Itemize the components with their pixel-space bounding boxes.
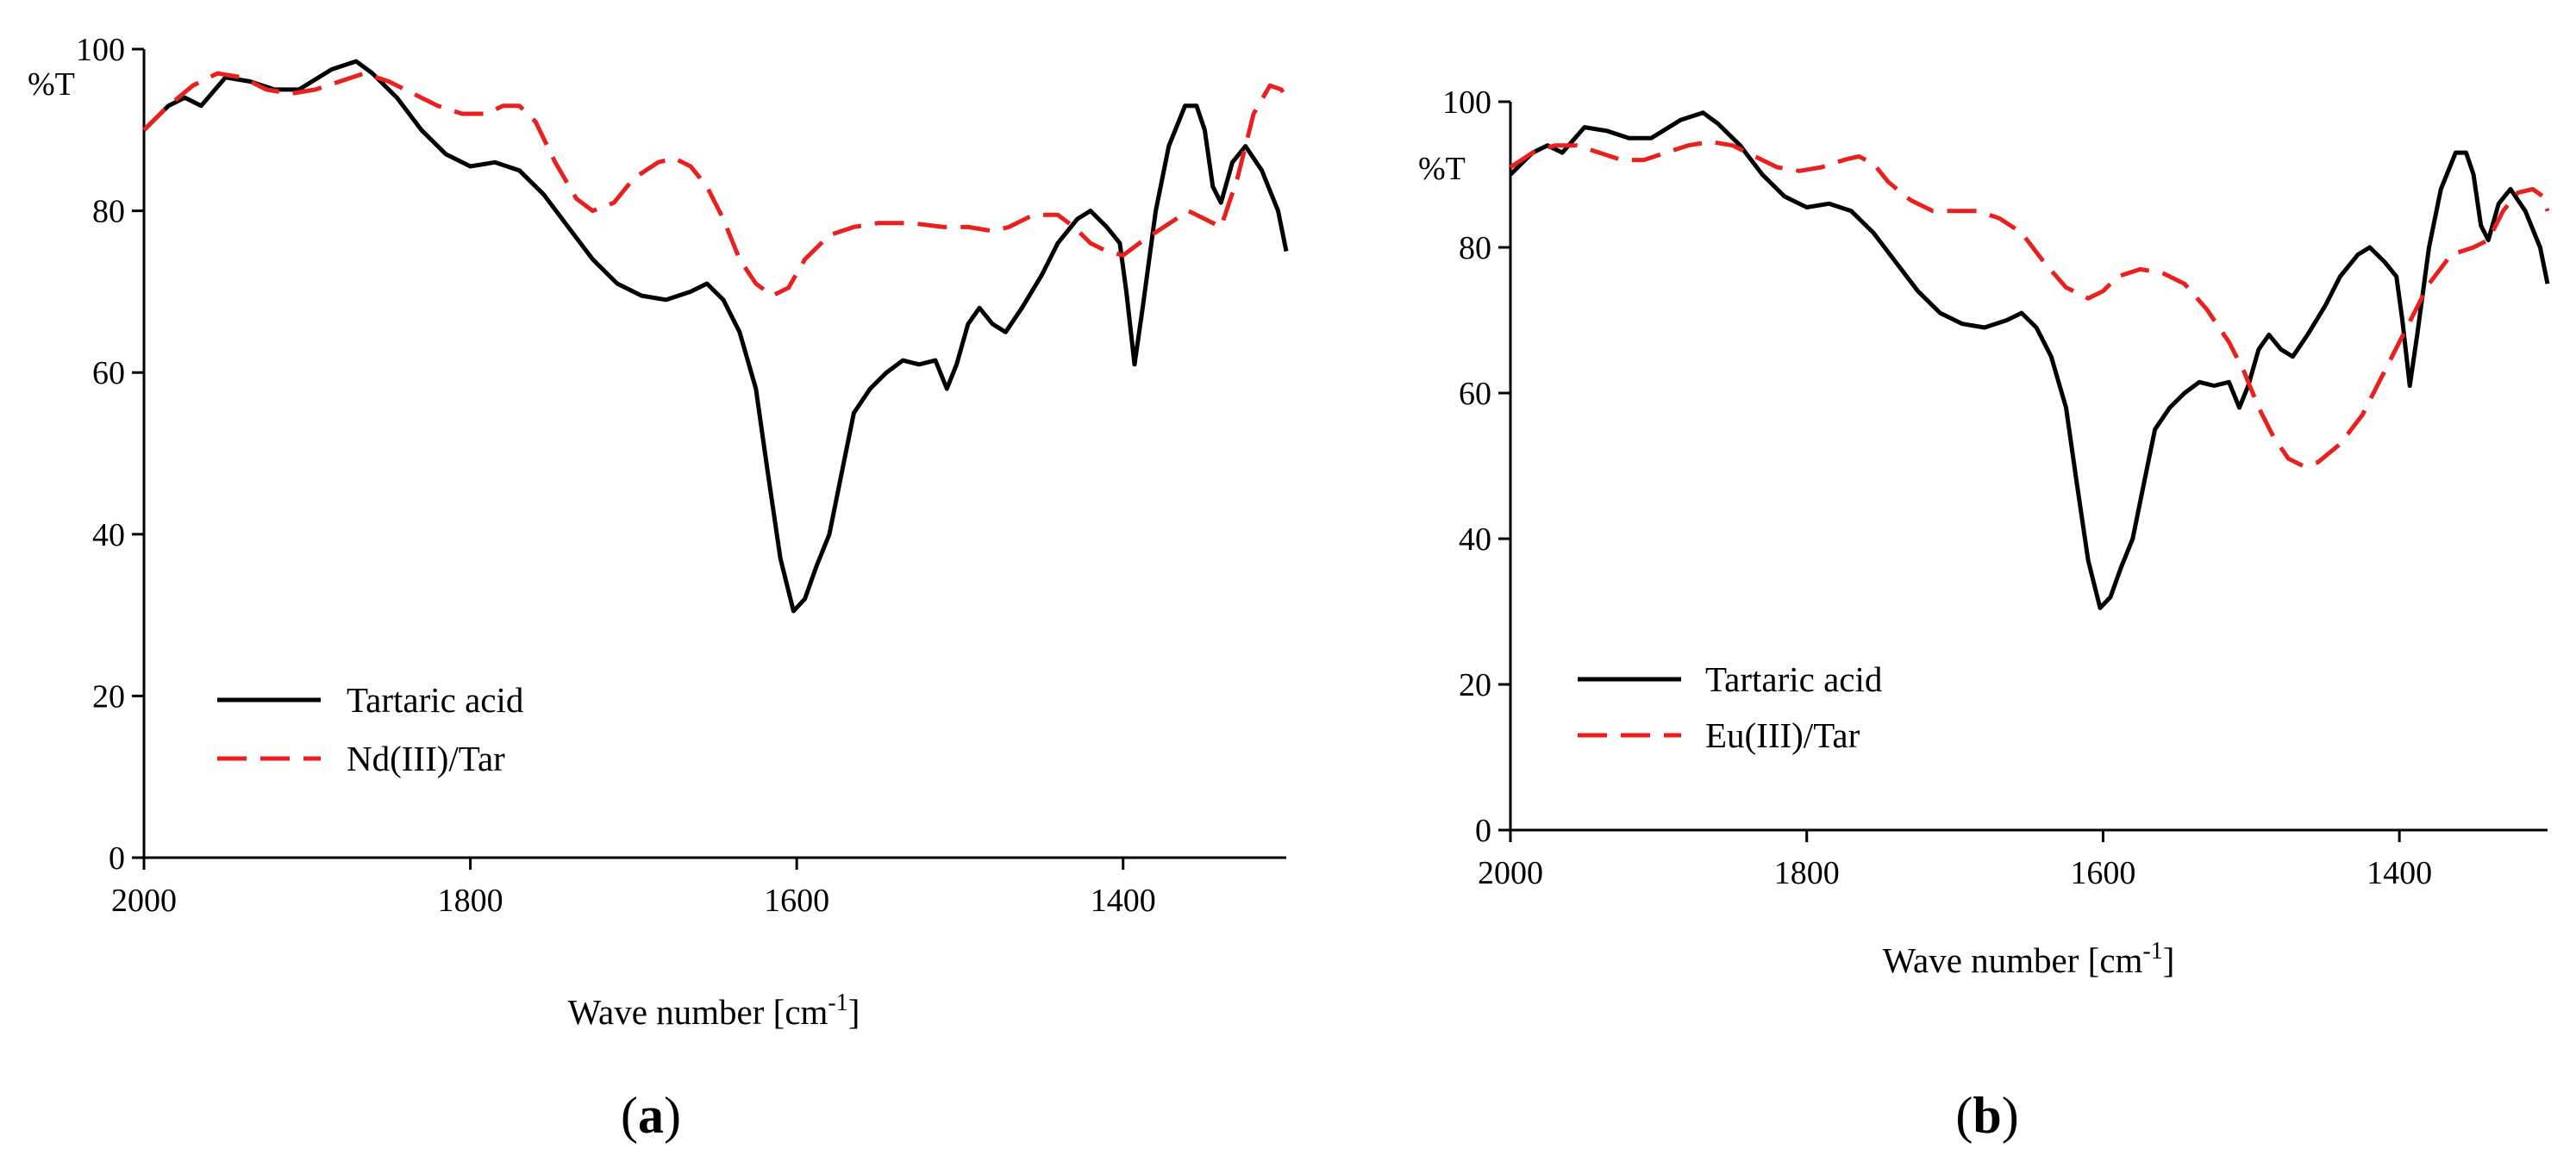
y-tick-label-a-100: 100 [76, 32, 125, 68]
x-tick-label-b-2000: 2000 [1478, 855, 1543, 891]
y-tick-label-b-100: 100 [1442, 84, 1491, 121]
y-tick-label-b-20: 20 [1459, 667, 1491, 703]
legend-entry-b-0: Tartaric acid [1705, 659, 1882, 699]
legend-entry-a-1: Nd(III)/Tar [347, 739, 505, 778]
y-tick-label-b-40: 40 [1459, 521, 1491, 558]
legend-a: Tartaric acid Nd(III)/Tar [217, 680, 523, 778]
x-tick-label-b-1400: 1400 [2367, 855, 2432, 891]
chart-panel-a: 0 20 40 60 80 100 2000 1800 1600 1400 %T Wave nu… [28, 32, 1289, 1144]
legend-b: Tartaric acid Eu(III)/Tar [1578, 659, 1882, 755]
x-tick-label-a-1400: 1400 [1091, 883, 1156, 919]
plot-area-b [1509, 110, 2550, 610]
x-axis-label-a: Wave number [cm-1] [568, 990, 860, 1032]
series-line-b-1 [1509, 140, 2550, 468]
chart-panel-b: 0 20 40 60 80 100 2000 1800 1600 1400 %T Wave nu… [1418, 84, 2550, 1144]
y-tick-label-b-60: 60 [1459, 376, 1491, 412]
plot-area-a [142, 59, 1289, 614]
y-tick-label-a-80: 80 [92, 194, 125, 230]
x-tick-label-b-1600: 1600 [2070, 855, 2135, 891]
x-tick-label-a-2000: 2000 [111, 883, 177, 919]
series-line-b-0 [1509, 110, 2550, 610]
x-tick-label-a-1800: 1800 [438, 883, 503, 919]
panel-label-a: (a) [621, 1087, 681, 1144]
x-axis-b: 2000 1800 1600 1400 [1478, 828, 2548, 891]
series-line-a-0 [142, 59, 1289, 614]
y-tick-label-a-60: 60 [92, 355, 125, 391]
y-tick-label-b-80: 80 [1459, 230, 1491, 266]
y-tick-label-b-0: 0 [1475, 813, 1491, 849]
y-axis-label-b: %T [1418, 151, 1466, 187]
x-tick-label-b-1800: 1800 [1774, 855, 1840, 891]
x-tick-label-a-1600: 1600 [764, 883, 829, 919]
y-axis-label-a: %T [28, 66, 75, 103]
x-axis-label-b: Wave number [cm-1] [1883, 938, 2175, 980]
legend-entry-a-0: Tartaric acid [347, 680, 523, 720]
y-tick-label-a-20: 20 [92, 678, 125, 715]
panel-label-b: (b) [1955, 1087, 2018, 1144]
y-axis-a: 0 20 40 60 80 100 [76, 32, 146, 877]
y-axis-b: 0 20 40 60 80 100 [1442, 84, 1512, 849]
series-line-a-1 [142, 71, 1289, 298]
y-tick-label-a-40: 40 [92, 517, 125, 553]
legend-entry-b-1: Eu(III)/Tar [1705, 715, 1860, 755]
y-tick-label-a-0: 0 [109, 840, 125, 877]
x-axis-a: 2000 1800 1600 1400 [111, 856, 1286, 919]
